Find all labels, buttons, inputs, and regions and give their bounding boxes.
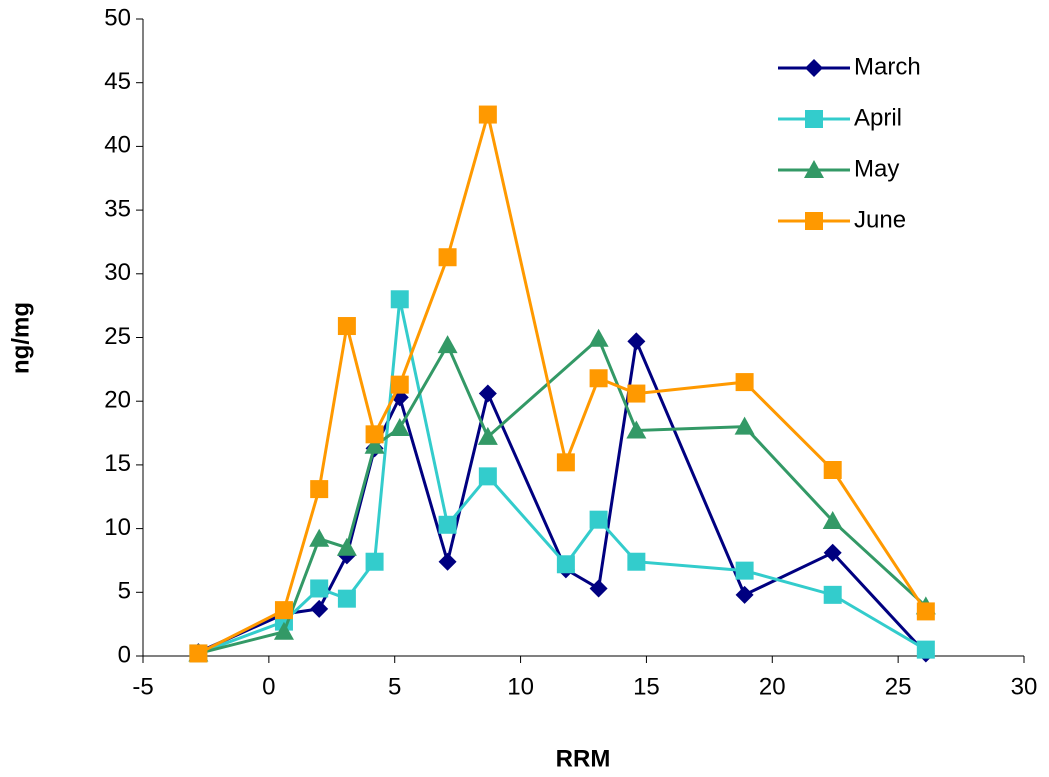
point: [556, 453, 575, 472]
point: [735, 585, 754, 604]
point: [364, 435, 385, 454]
x-tick-label: 30: [1011, 673, 1038, 700]
point: [478, 105, 497, 124]
point: [916, 602, 935, 621]
point: [337, 589, 356, 608]
point: [627, 552, 646, 571]
legend-label: March: [854, 53, 921, 80]
point: [734, 416, 755, 435]
legend-marker: [805, 110, 823, 128]
point: [336, 537, 357, 556]
y-tick-label: 15: [104, 450, 131, 477]
point: [310, 480, 329, 499]
y-axis-title: ng/mg: [7, 302, 34, 374]
x-tick-label: 25: [885, 673, 912, 700]
point: [273, 621, 294, 640]
point: [309, 528, 330, 547]
legend-marker: [804, 160, 824, 178]
point: [822, 510, 843, 529]
point: [478, 467, 497, 486]
point: [310, 579, 329, 598]
point: [823, 460, 842, 479]
point: [337, 317, 356, 336]
series-line: [197, 298, 927, 655]
point: [365, 425, 384, 444]
legend-marker: [805, 59, 823, 77]
point: [589, 369, 608, 388]
point: [478, 384, 497, 403]
point: [310, 599, 329, 618]
point: [735, 373, 754, 392]
point: [438, 515, 457, 534]
legend-label: May: [854, 155, 899, 182]
y-tick-label: 50: [104, 4, 131, 31]
point: [390, 290, 409, 309]
x-tick-label: 0: [262, 673, 275, 700]
point: [589, 510, 608, 529]
point: [556, 555, 575, 574]
point: [438, 248, 457, 267]
legend-label: June: [854, 206, 906, 233]
legend-label: April: [854, 104, 902, 131]
series-line: [197, 335, 927, 655]
point: [627, 384, 646, 403]
x-tick-label: 15: [633, 673, 660, 700]
y-tick-label: 25: [104, 323, 131, 350]
series-line: [198, 336, 927, 655]
y-tick-label: 30: [104, 259, 131, 286]
point: [735, 561, 754, 580]
legend-marker: [805, 212, 823, 230]
point: [588, 328, 609, 347]
y-tick-label: 10: [104, 514, 131, 541]
y-tick-label: 45: [104, 68, 131, 95]
point: [274, 601, 293, 620]
x-axis-title: RRM: [556, 745, 611, 772]
point: [389, 417, 410, 436]
x-tick-label: -5: [132, 673, 153, 700]
point: [437, 335, 458, 354]
point: [365, 552, 384, 571]
point: [823, 543, 842, 562]
point: [627, 332, 646, 351]
x-tick-label: 10: [507, 673, 534, 700]
y-tick-label: 40: [104, 132, 131, 159]
y-tick-label: 5: [118, 578, 131, 605]
x-tick-label: 20: [759, 673, 786, 700]
point: [823, 585, 842, 604]
series-line: [197, 114, 928, 655]
y-tick-label: 20: [104, 387, 131, 414]
y-tick-label: 35: [104, 195, 131, 222]
point: [438, 552, 457, 571]
y-tick-label: 0: [118, 641, 131, 668]
point: [390, 375, 409, 394]
point: [589, 579, 608, 598]
point: [916, 640, 935, 659]
point: [477, 426, 498, 445]
x-tick-label: 5: [388, 673, 401, 700]
point: [626, 420, 647, 439]
point: [189, 644, 208, 663]
